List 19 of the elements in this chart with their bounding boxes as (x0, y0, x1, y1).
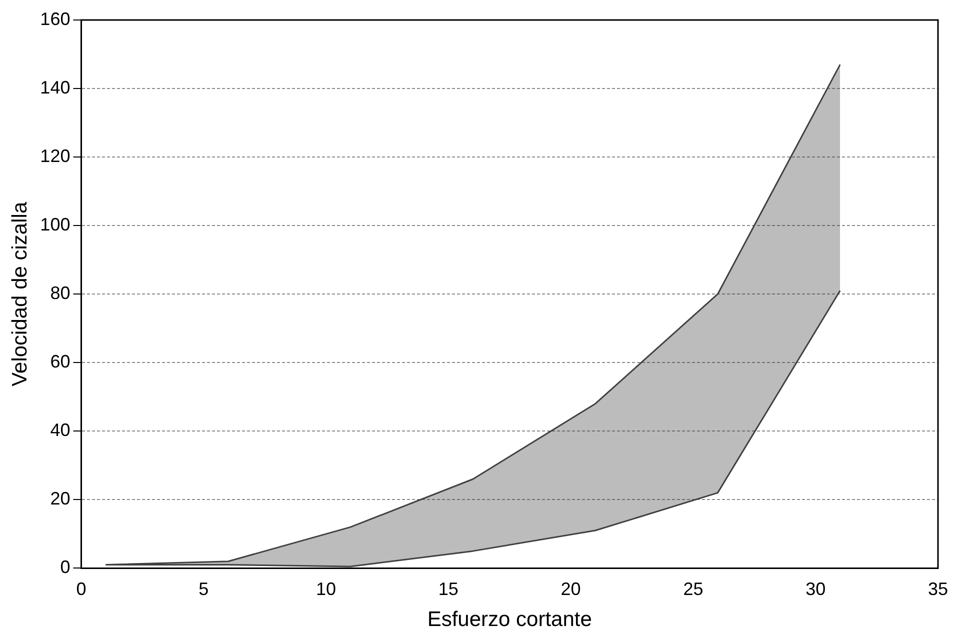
x-tick-label: 20 (560, 578, 581, 599)
x-tick-label: 35 (928, 578, 948, 599)
x-tick-label: 10 (316, 578, 336, 599)
x-tick-label: 25 (683, 578, 704, 599)
y-axis-title: Velocidad de cizalla (8, 202, 32, 386)
y-tick-label: 40 (50, 420, 70, 440)
y-tick-label: 0 (60, 557, 70, 578)
x-axis-title: Esfuerzo cortante (427, 608, 592, 632)
y-tick-label: 160 (40, 8, 70, 29)
y-tick-label: 120 (40, 146, 70, 166)
x-tick-label: 5 (198, 578, 209, 599)
x-tick-label: 15 (438, 578, 458, 599)
y-tick-label: 80 (50, 283, 70, 304)
y-tick-label: 100 (40, 214, 70, 235)
y-tick-label: 60 (50, 352, 70, 372)
x-tick-label: 0 (76, 578, 86, 599)
y-tick-label: 140 (40, 77, 70, 98)
x-tick-label: 30 (806, 578, 826, 599)
y-tick-label: 20 (50, 488, 70, 509)
